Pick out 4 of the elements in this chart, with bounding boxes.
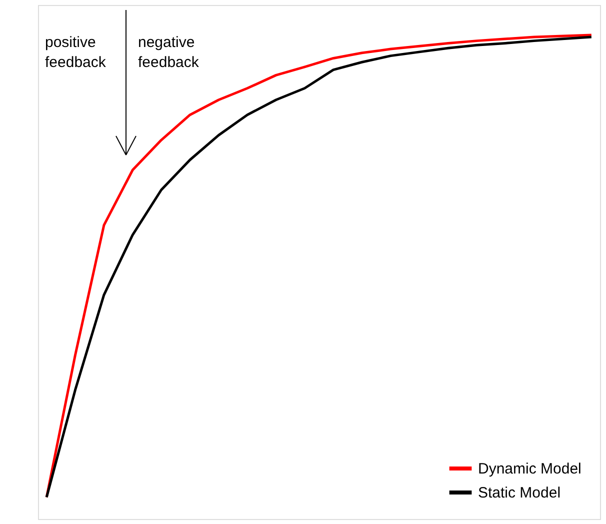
annotation: positive feedback: [45, 34, 106, 71]
annotation: negative feedback: [138, 34, 200, 71]
legend-label: Dynamic Model: [478, 460, 582, 478]
legend-label: Static Model: [478, 484, 561, 502]
